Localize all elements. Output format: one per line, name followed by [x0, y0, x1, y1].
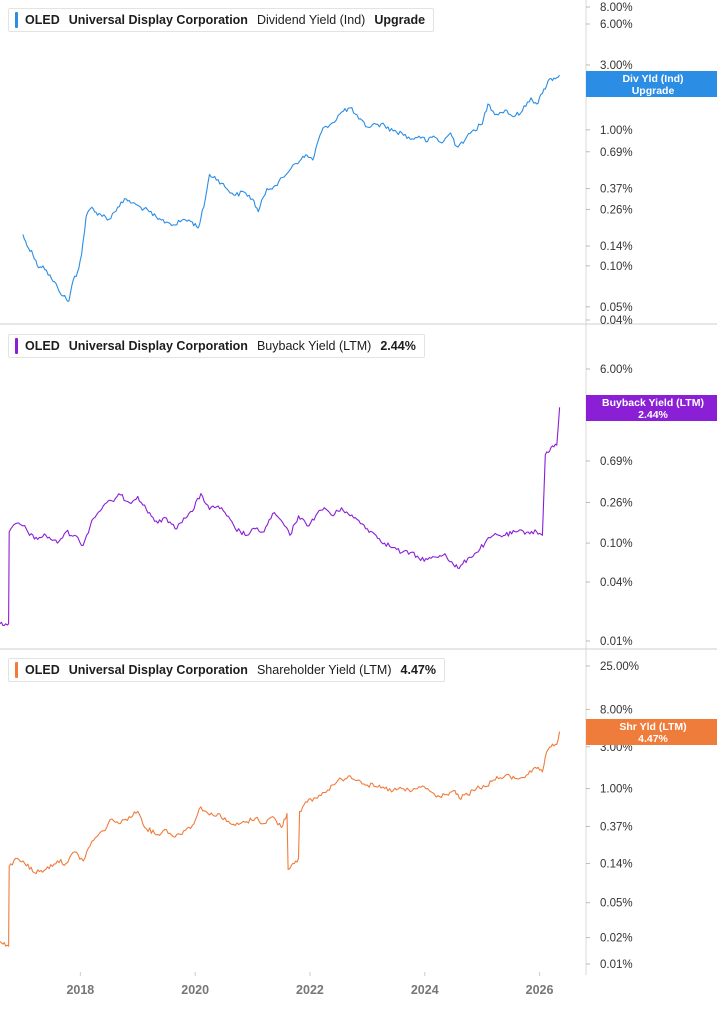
- buyback-value-tag-value: 2.44%: [638, 409, 668, 421]
- x-tick-label: 2022: [296, 983, 324, 997]
- legend-metric: Shareholder Yield (LTM): [256, 663, 392, 677]
- y-tick-label: 1.00%: [600, 125, 633, 137]
- legend-dividend[interactable]: OLED Universal Display Corporation Divid…: [8, 8, 435, 32]
- shareholder-value-tag-label: Shr Yld (LTM): [619, 721, 686, 733]
- buyback-value-tag: Buyback Yield (LTM)2.44%: [586, 395, 717, 421]
- legend-shareholder[interactable]: OLED Universal Display Corporation Share…: [8, 658, 445, 682]
- legend-value: 2.44%: [380, 339, 416, 353]
- y-tick-label: 0.01%: [600, 636, 633, 648]
- x-tick-label: 2026: [526, 983, 554, 997]
- y-tick-label: 8.00%: [600, 704, 633, 716]
- legend-buyback[interactable]: OLED Universal Display Corporation Buyba…: [8, 334, 425, 358]
- y-tick-label: 0.14%: [600, 858, 633, 870]
- buyback-value-tag-bg: [586, 395, 717, 421]
- y-tick-label: 8.00%: [600, 2, 633, 14]
- y-tick-label: 0.10%: [600, 261, 633, 273]
- shareholder-swatch: [15, 662, 18, 678]
- y-tick-label: 25.00%: [600, 661, 639, 673]
- y-tick-label: 6.00%: [600, 364, 633, 376]
- shareholder-value-tag-bg: [586, 719, 717, 745]
- y-tick-label: 0.05%: [600, 898, 633, 910]
- legend-ticker: OLED: [25, 339, 60, 353]
- legend-company: Universal Display Corporation: [68, 339, 248, 353]
- legend-value: 4.47%: [400, 663, 436, 677]
- y-tick-label: 0.26%: [600, 204, 633, 216]
- y-tick-label: 0.05%: [600, 302, 633, 314]
- legend-ticker: OLED: [25, 663, 60, 677]
- y-tick-label: 0.04%: [600, 315, 633, 327]
- y-tick-label: 3.00%: [600, 60, 633, 72]
- legend-value[interactable]: Upgrade: [374, 13, 426, 27]
- y-tick-label: 0.04%: [600, 577, 633, 589]
- y-tick-label: 0.01%: [600, 959, 633, 971]
- y-tick-label: 0.02%: [600, 933, 633, 945]
- legend-metric: Buyback Yield (LTM): [256, 339, 372, 353]
- legend-metric: Dividend Yield (Ind): [256, 13, 366, 27]
- dividend-series-line: [22, 74, 561, 302]
- buyback-series-line: [0, 407, 561, 626]
- dividend-swatch: [15, 12, 18, 28]
- y-tick-label: 0.37%: [600, 184, 633, 196]
- x-tick-label: 2024: [411, 983, 439, 997]
- dividend-value-tag-bg: [586, 71, 717, 97]
- y-tick-label: 0.14%: [600, 241, 633, 253]
- legend-company: Universal Display Corporation: [68, 13, 248, 27]
- dividend-value-tag-label: Div Yld (Ind): [622, 73, 683, 85]
- x-tick-label: 2018: [66, 983, 94, 997]
- shareholder-series-line: [0, 731, 561, 947]
- dividend-value-tag: Div Yld (Ind)Upgrade: [586, 71, 717, 97]
- buyback-swatch: [15, 338, 18, 354]
- y-tick-label: 6.00%: [600, 19, 633, 31]
- shareholder-value-tag-value: 4.47%: [638, 733, 668, 745]
- y-tick-label: 0.37%: [600, 821, 633, 833]
- y-tick-label: 0.69%: [600, 456, 633, 468]
- dividend-value-tag-value: Upgrade: [632, 85, 675, 97]
- buyback-value-tag-label: Buyback Yield (LTM): [602, 397, 704, 409]
- legend-company: Universal Display Corporation: [68, 663, 248, 677]
- y-tick-label: 0.10%: [600, 538, 633, 550]
- y-tick-label: 1.00%: [600, 784, 633, 796]
- y-tick-label: 0.69%: [600, 147, 633, 159]
- y-tick-label: 0.26%: [600, 497, 633, 509]
- x-tick-label: 2020: [181, 983, 209, 997]
- shareholder-value-tag: Shr Yld (LTM)4.47%: [586, 719, 717, 745]
- legend-ticker: OLED: [25, 13, 60, 27]
